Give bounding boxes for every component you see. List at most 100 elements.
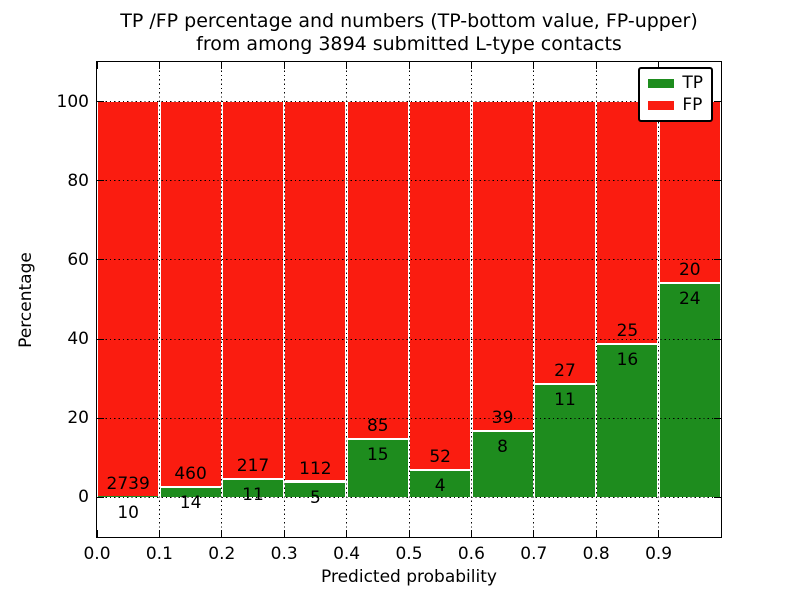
legend-label-tp: TP <box>682 73 703 93</box>
bar-segment-tp <box>472 430 533 498</box>
bar-segment-fp <box>597 101 658 343</box>
chart-title-line2: from among 3894 submitted L-type contact… <box>196 33 622 55</box>
x-tick-label: 0.6 <box>457 544 485 564</box>
x-tick-mark-bottom <box>346 530 348 537</box>
grid-line-vertical <box>283 62 285 537</box>
fp-count-label: 25 <box>616 320 639 341</box>
fp-count-label: 112 <box>299 458 332 479</box>
y-tick-mark-left <box>97 338 104 340</box>
y-tick-label: 60 <box>67 249 89 270</box>
annotations-layer: 2739 10 460 14 217 11 112 5 85 15 52 4 39 8 27 11 25 16 20… <box>97 62 721 537</box>
y-tick-label: 100 <box>56 91 89 112</box>
x-tick-mark-bottom <box>658 530 660 537</box>
x-tick-mark-top <box>221 62 223 69</box>
x-tick-label: 0.1 <box>145 544 173 564</box>
tickmarks-layer <box>96 62 721 537</box>
plot-area: 2739 10 460 14 217 11 112 5 85 15 52 4 39 8 27 11 25 16 20… <box>96 61 722 538</box>
grid-line-vertical <box>595 62 597 537</box>
tp-count-label: 10 <box>117 502 140 523</box>
grid-line-vertical <box>658 62 660 537</box>
grid-line-vertical <box>221 62 223 537</box>
x-tick-mark-top <box>158 62 160 69</box>
y-tick-mark-right <box>714 180 721 182</box>
x-tick-mark-top <box>283 62 285 69</box>
bar-segment-tp <box>410 469 471 498</box>
tp-count-label: 5 <box>309 487 321 508</box>
fp-count-label: 217 <box>236 456 270 477</box>
tp-count-label: 4 <box>434 476 446 497</box>
x-tick-mark-top <box>408 62 410 69</box>
tp-count-label: 11 <box>554 389 576 410</box>
x-tick-label: 0.9 <box>645 544 673 564</box>
tp-count-label: 14 <box>179 492 202 513</box>
x-tick-label: 0.7 <box>520 544 548 564</box>
x-tick-label: 0.2 <box>208 544 236 564</box>
fp-count-label: 85 <box>366 416 389 437</box>
fp-count-label: 460 <box>174 463 207 484</box>
bar-segment-tp <box>160 485 221 498</box>
y-tick-label: 20 <box>67 408 89 429</box>
tp-count-label: 24 <box>678 288 701 309</box>
bar-segment-fp <box>160 101 221 486</box>
x-tick-mark-top <box>96 62 98 69</box>
bar-segment-fp <box>347 101 408 439</box>
y-tick-mark-left <box>97 101 104 103</box>
x-tick-mark-top <box>658 62 660 69</box>
y-tick-mark-right <box>714 496 721 498</box>
bar-segment-tp <box>597 342 658 498</box>
bar-segment-tp <box>347 438 408 498</box>
y-tick-mark-left <box>97 180 104 182</box>
legend-swatch-fp <box>648 101 675 110</box>
x-tick-mark-bottom <box>158 530 160 537</box>
x-tick-label: 0.8 <box>582 544 610 564</box>
grid-line-vertical <box>470 62 472 537</box>
x-tick-mark-top <box>595 62 597 69</box>
x-tick-label: 0.3 <box>270 544 298 564</box>
tp-count-label: 11 <box>242 485 264 506</box>
legend-row-tp: TP <box>648 74 703 93</box>
bar-segment-fp <box>223 101 283 479</box>
bars-layer <box>97 62 721 537</box>
bar-segment-tp <box>98 495 159 498</box>
y-tick-mark-right <box>714 338 721 340</box>
y-tick-label: 40 <box>67 329 89 350</box>
y-tick-mark-left <box>97 259 104 261</box>
bar-segment-fp <box>535 101 595 383</box>
grid-line-vertical <box>158 62 160 537</box>
x-tick-mark-bottom <box>221 530 223 537</box>
bar-segment-fp <box>659 101 720 282</box>
chart-title: TP /FP percentage and numbers (TP-bottom… <box>97 10 721 56</box>
gridlines-layer <box>97 62 721 537</box>
fp-count-label: 39 <box>491 408 514 429</box>
tp-count-label: 16 <box>616 349 639 370</box>
bar-segment-tp <box>285 480 346 498</box>
x-tick-mark-top <box>470 62 472 69</box>
fp-count-label: 20 <box>678 259 701 280</box>
grid-line-vertical <box>408 62 410 537</box>
x-tick-mark-top <box>533 62 535 69</box>
legend-swatch-tp <box>648 79 675 88</box>
fp-count-label: 2739 <box>106 473 150 494</box>
x-tick-label: 0.4 <box>333 544 361 564</box>
x-tick-mark-top <box>346 62 348 69</box>
grid-line-vertical <box>533 62 535 537</box>
x-tick-mark-bottom <box>283 530 285 537</box>
tp-count-label: 8 <box>497 437 509 458</box>
tp-count-label: 15 <box>366 445 389 466</box>
x-axis-label: Predicted probability <box>321 567 497 587</box>
y-tick-label: 80 <box>67 170 89 191</box>
x-tick-mark-bottom <box>595 530 597 537</box>
y-tick-label: 0 <box>78 487 89 508</box>
x-tick-label: 0.5 <box>395 544 423 564</box>
legend-row-fp: FP <box>648 96 703 115</box>
bar-segment-tp <box>535 382 595 498</box>
chart-title-line1: TP /FP percentage and numbers (TP-bottom… <box>120 10 698 32</box>
fp-count-label: 27 <box>554 360 576 381</box>
bar-segment-tp <box>223 478 283 498</box>
bar-segment-fp <box>98 101 159 496</box>
y-tick-mark-right <box>714 101 721 103</box>
fp-count-label: 52 <box>429 447 452 468</box>
y-tick-mark-right <box>714 417 721 419</box>
legend-label-fp: FP <box>682 95 703 115</box>
